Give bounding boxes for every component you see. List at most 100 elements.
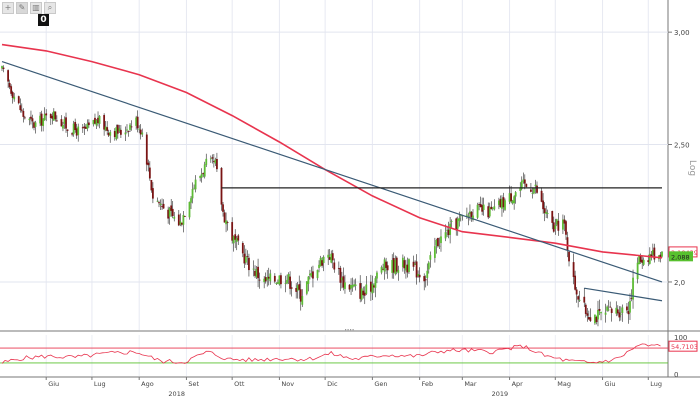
candle-body <box>43 114 46 121</box>
candle-body <box>589 317 592 321</box>
candle-body <box>435 239 438 246</box>
candle-body <box>72 123 75 135</box>
candle-body <box>371 283 374 294</box>
candle-body <box>8 82 11 88</box>
candle-body <box>159 203 162 206</box>
candle-body <box>552 222 555 232</box>
panel-resize-handle-dot <box>345 329 347 331</box>
candle-body <box>610 308 613 313</box>
candle-body <box>171 208 174 217</box>
candle-body <box>115 127 118 140</box>
candle-body <box>342 276 345 288</box>
candle-body <box>19 105 22 111</box>
candle-body <box>607 309 610 311</box>
candle-body <box>23 117 26 119</box>
candle-body <box>92 119 95 125</box>
candle-body <box>162 203 165 209</box>
candle-body <box>493 206 496 210</box>
candle-body <box>502 197 505 208</box>
candle-body <box>203 164 206 177</box>
candle-body <box>310 272 313 277</box>
candle-body <box>482 204 485 210</box>
candle-body <box>295 288 298 292</box>
x-tick-label: Lug <box>94 380 106 388</box>
candle-body <box>557 220 560 231</box>
candle-body <box>222 204 224 212</box>
oscillator-line <box>1 343 661 364</box>
x-tick-label: Giu <box>605 380 616 388</box>
candle-body <box>321 260 323 266</box>
candle-body <box>523 179 526 184</box>
candle-body <box>513 196 516 204</box>
candle-body <box>81 127 84 129</box>
candle-body <box>566 237 569 251</box>
x-tick-label: Feb <box>422 380 434 388</box>
candle-body <box>337 268 340 270</box>
candle-body <box>383 259 386 272</box>
candle-body <box>487 206 490 218</box>
candle-body <box>574 275 577 290</box>
candle-body <box>575 289 578 295</box>
candle-body <box>450 221 453 222</box>
candle-body <box>353 284 356 286</box>
y-tick-label: 3,00 <box>674 29 690 37</box>
candle-body <box>333 262 336 270</box>
plus-icon[interactable]: + <box>2 2 14 14</box>
x-tick-label: Ott <box>234 380 245 388</box>
candle-body <box>626 306 628 311</box>
candle-body <box>458 217 461 221</box>
candle-body <box>386 265 389 271</box>
candle-body <box>392 258 395 273</box>
candle-body <box>606 306 609 311</box>
candle-body <box>437 237 439 247</box>
candle-body <box>322 256 325 264</box>
candle-body <box>234 234 237 240</box>
candle-body <box>406 264 409 273</box>
candle-body <box>184 216 186 217</box>
candle-body <box>194 179 197 190</box>
magnifier-icon[interactable]: ⌕ <box>44 2 56 14</box>
panel-resize-handle-dot <box>352 329 354 331</box>
oscillator-tick-label: 0 <box>674 371 678 379</box>
x-tick-label: Set <box>188 380 199 388</box>
candle-body <box>307 276 310 285</box>
candle-body <box>150 180 153 191</box>
candle-body <box>266 277 269 281</box>
candle-body <box>369 281 372 292</box>
candle-body <box>540 190 543 202</box>
candle-body <box>33 122 35 128</box>
candle-body <box>109 131 112 136</box>
candle-body <box>397 269 400 273</box>
candle-body <box>568 251 570 262</box>
candle-body <box>350 284 352 289</box>
candle-body <box>190 198 192 203</box>
candle-body <box>202 172 205 175</box>
trash-icon[interactable]: ▥ <box>30 2 42 14</box>
candle-body <box>479 204 482 207</box>
candle-body <box>264 277 267 282</box>
trendline <box>584 287 663 302</box>
candle-body <box>554 225 557 230</box>
candle-body <box>191 189 194 199</box>
candle-body <box>600 311 602 314</box>
candle-body <box>17 96 20 104</box>
candle-body <box>30 116 32 119</box>
candle-body <box>319 257 322 266</box>
pencil-icon[interactable]: ✎ <box>16 2 28 14</box>
candle-body <box>254 270 256 276</box>
candle-body <box>659 254 662 259</box>
candles-group <box>1 65 663 327</box>
candle-body <box>429 255 432 260</box>
x-tick-label: Mar <box>464 380 477 388</box>
candle-body <box>511 200 514 204</box>
candle-body <box>83 126 86 129</box>
candle-body <box>586 313 589 316</box>
candle-body <box>173 216 176 219</box>
x-tick-label: Apr <box>512 380 524 388</box>
candle-body <box>598 308 601 311</box>
candle-body <box>49 114 52 119</box>
candle-body <box>587 317 590 320</box>
main-panel-bg <box>0 0 668 330</box>
candle-body <box>158 202 160 204</box>
